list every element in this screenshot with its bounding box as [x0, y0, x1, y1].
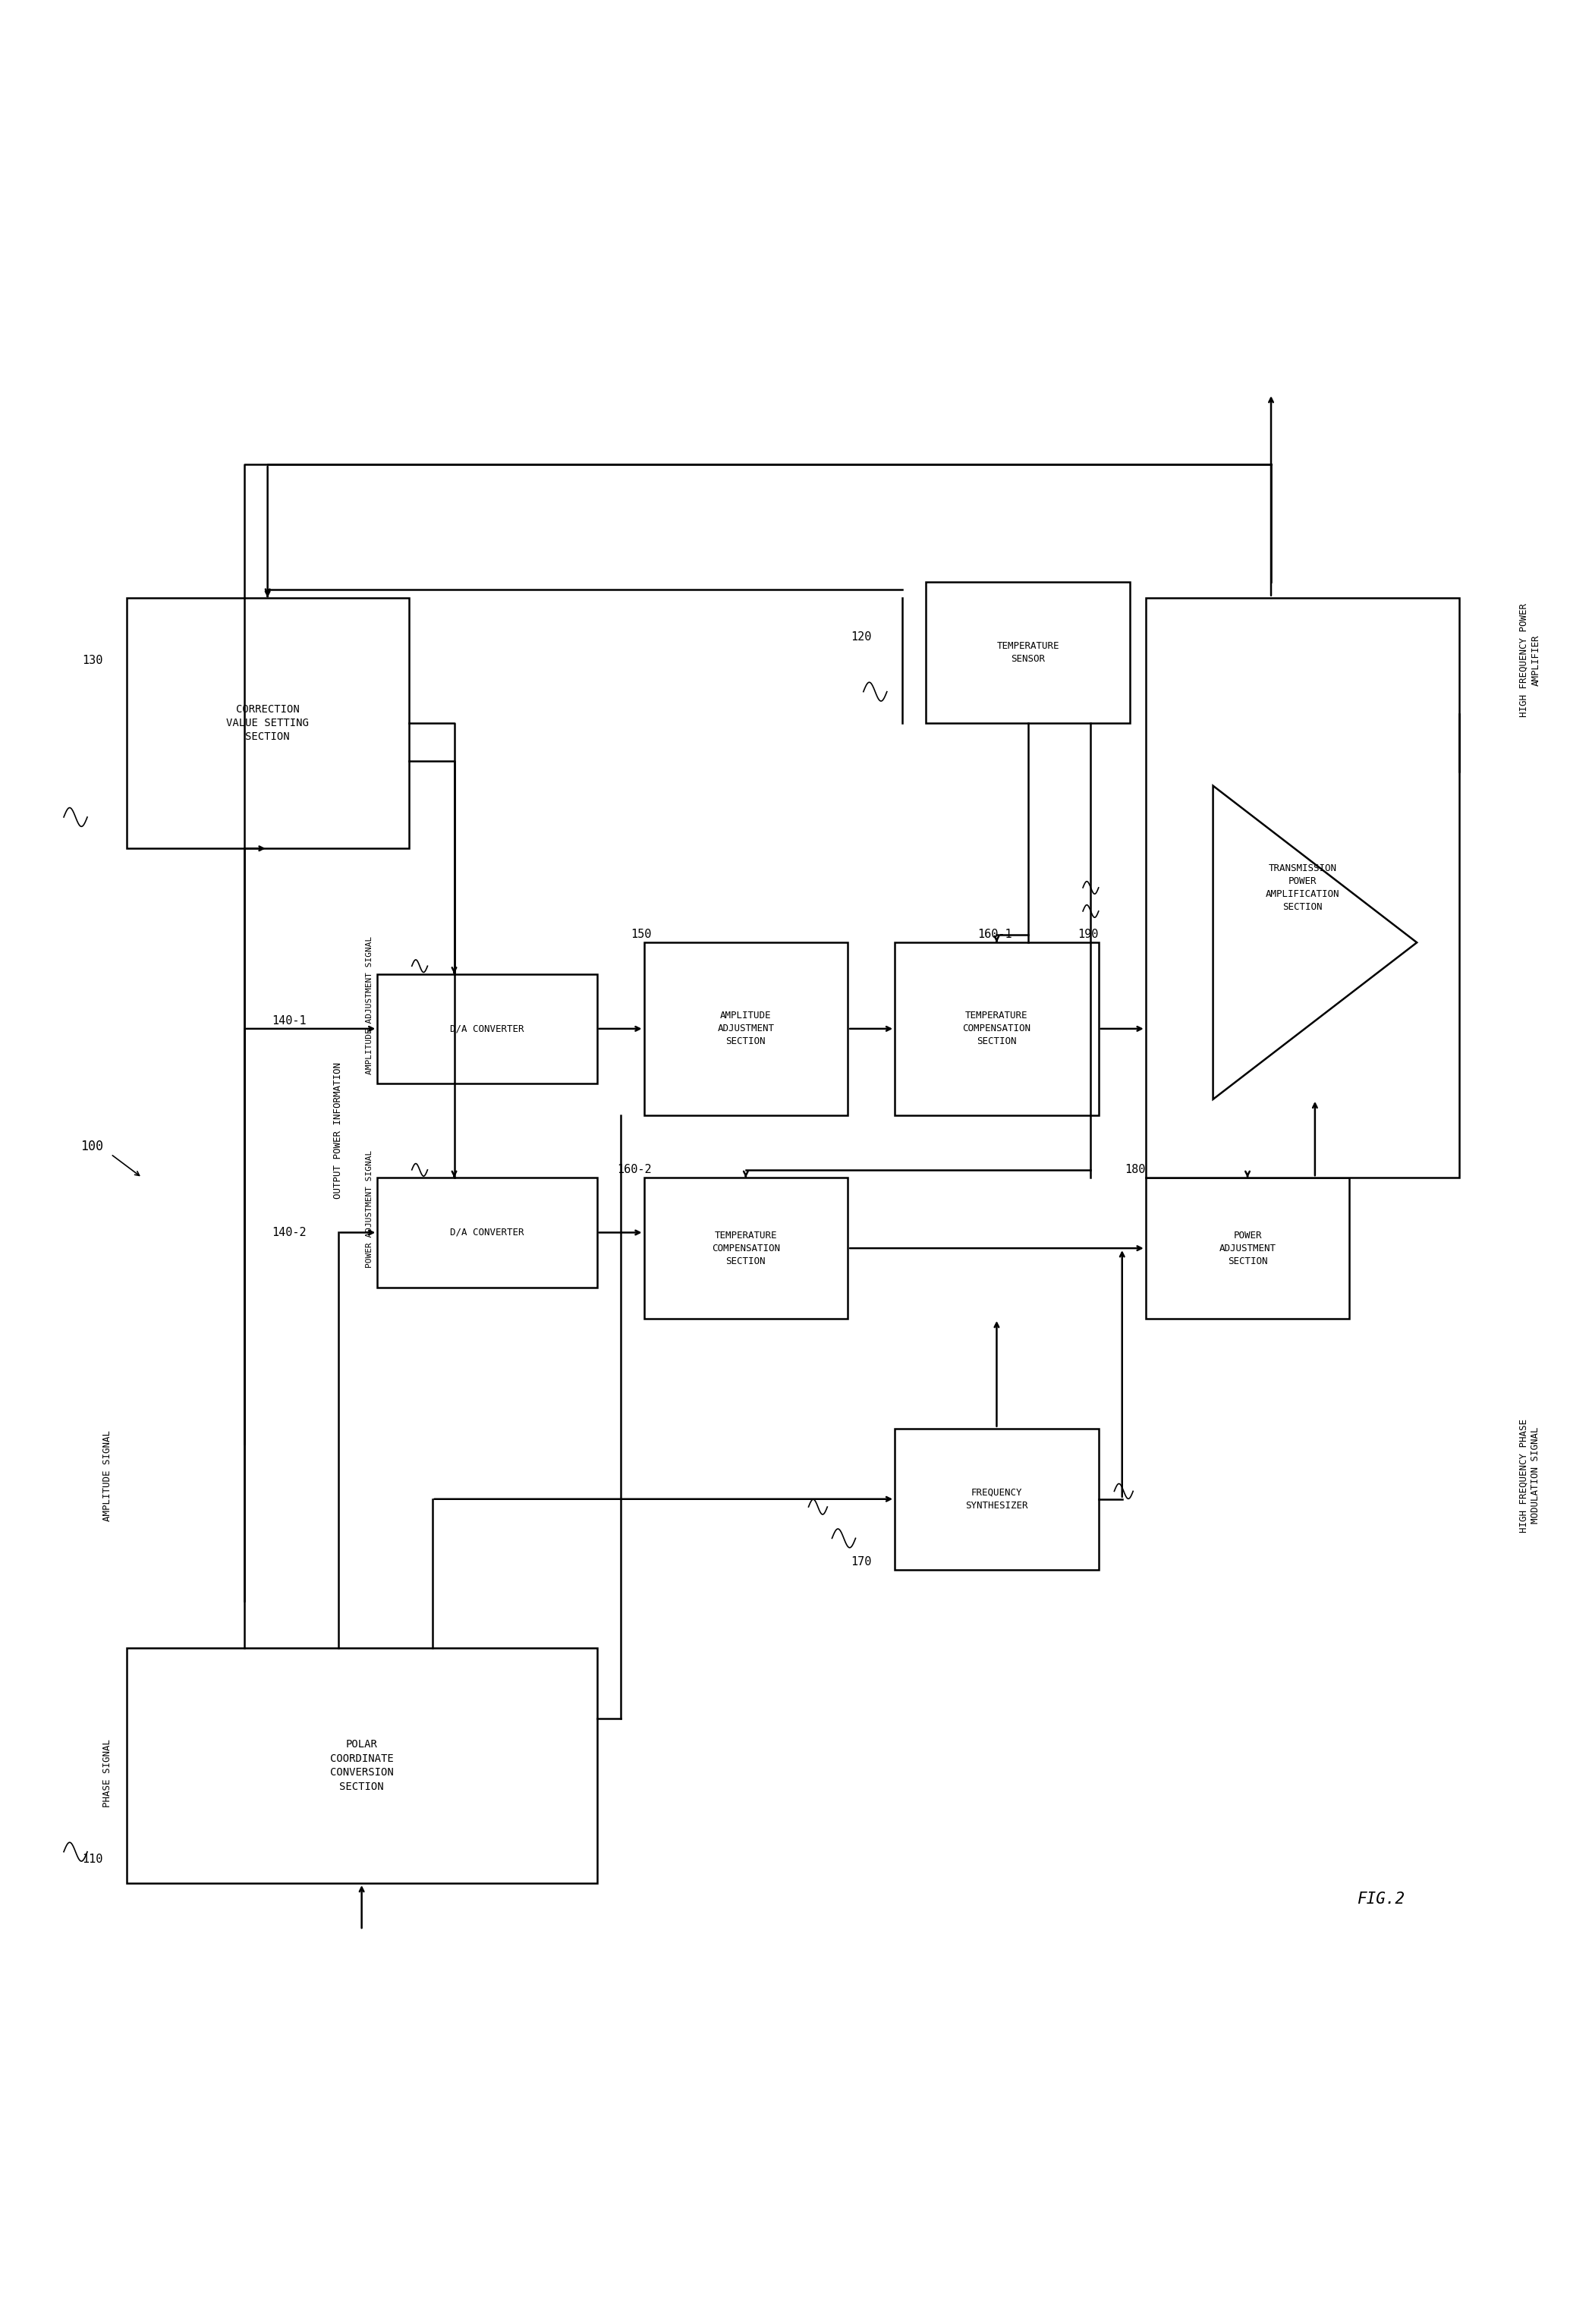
Bar: [127, 1648, 597, 1882]
Text: TRANSMISSION
POWER
AMPLIFICATION
SECTION: TRANSMISSION POWER AMPLIFICATION SECTION: [1265, 865, 1339, 911]
Bar: [377, 1178, 597, 1287]
Text: OUTPUT POWER INFORMATION: OUTPUT POWER INFORMATION: [333, 1062, 344, 1199]
Text: FIG.2: FIG.2: [1356, 1892, 1405, 1906]
Text: 190: 190: [1079, 930, 1099, 941]
Bar: [926, 581, 1130, 723]
Text: AMPLITUDE SIGNAL: AMPLITUDE SIGNAL: [102, 1429, 113, 1522]
Text: HIGH FREQUENCY POWER
AMPLIFIER: HIGH FREQUENCY POWER AMPLIFIER: [1518, 604, 1540, 718]
Bar: [644, 1178, 848, 1318]
Text: HIGH FREQUENCY PHASE
MODULATION SIGNAL: HIGH FREQUENCY PHASE MODULATION SIGNAL: [1518, 1418, 1540, 1532]
Text: 120: 120: [851, 632, 871, 641]
Text: 160-2: 160-2: [617, 1164, 652, 1176]
Text: 140-2: 140-2: [272, 1227, 306, 1239]
Text: D/A CONVERTER: D/A CONVERTER: [451, 1025, 524, 1034]
Bar: [127, 597, 408, 848]
Bar: [644, 944, 848, 1116]
Text: 110: 110: [82, 1855, 104, 1866]
Text: 160-1: 160-1: [978, 930, 1013, 941]
Text: POWER ADJUSTMENT SIGNAL: POWER ADJUSTMENT SIGNAL: [366, 1150, 374, 1269]
Text: FREQUENCY
SYNTHESIZER: FREQUENCY SYNTHESIZER: [966, 1487, 1028, 1511]
Text: POWER
ADJUSTMENT
SECTION: POWER ADJUSTMENT SECTION: [1218, 1229, 1276, 1267]
Text: TEMPERATURE
COMPENSATION
SECTION: TEMPERATURE COMPENSATION SECTION: [711, 1229, 780, 1267]
Text: AMPLITUDE
ADJUSTMENT
SECTION: AMPLITUDE ADJUSTMENT SECTION: [717, 1011, 774, 1046]
Text: POLAR
COORDINATE
CONVERSION
SECTION: POLAR COORDINATE CONVERSION SECTION: [330, 1738, 394, 1792]
Text: 140-1: 140-1: [272, 1016, 306, 1027]
Text: PHASE SIGNAL: PHASE SIGNAL: [102, 1738, 113, 1808]
Text: D/A CONVERTER: D/A CONVERTER: [451, 1227, 524, 1236]
Text: TEMPERATURE
SENSOR: TEMPERATURE SENSOR: [997, 641, 1060, 665]
Bar: [895, 1429, 1099, 1569]
Bar: [1146, 597, 1459, 1178]
Bar: [1146, 1178, 1350, 1318]
Text: TEMPERATURE
COMPENSATION
SECTION: TEMPERATURE COMPENSATION SECTION: [962, 1011, 1031, 1046]
Text: 100: 100: [80, 1139, 104, 1153]
Text: 180: 180: [1124, 1164, 1146, 1176]
Text: AMPLITUDE ADJUSTMENT SIGNAL: AMPLITUDE ADJUSTMENT SIGNAL: [366, 937, 374, 1074]
Text: 130: 130: [82, 655, 104, 667]
Text: 170: 170: [851, 1557, 871, 1566]
Text: 150: 150: [631, 930, 652, 941]
Text: CORRECTION
VALUE SETTING
SECTION: CORRECTION VALUE SETTING SECTION: [226, 704, 309, 741]
Bar: [377, 974, 597, 1083]
Bar: [895, 944, 1099, 1116]
